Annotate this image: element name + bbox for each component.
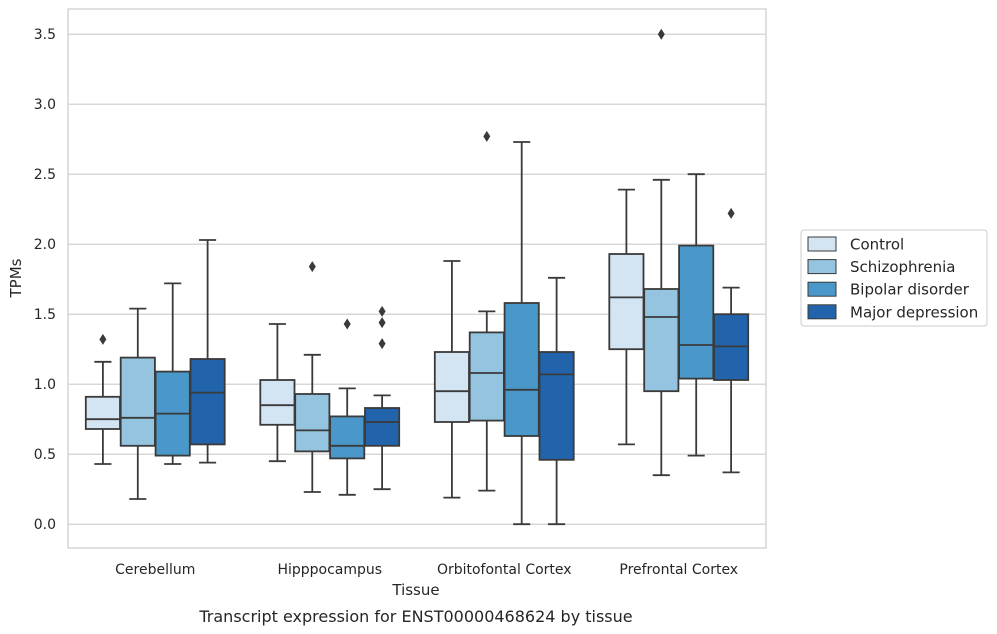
y-tick-label: 2.5 xyxy=(34,167,56,183)
box-schizophrenia xyxy=(294,261,331,493)
box-control xyxy=(433,260,470,499)
box-control xyxy=(259,323,296,463)
box-body xyxy=(608,253,645,351)
box-schizophrenia xyxy=(119,307,156,500)
legend-swatch xyxy=(807,236,837,252)
legend-swatch xyxy=(807,281,837,297)
box-control xyxy=(84,333,121,465)
legend-label: Bipolar disorder xyxy=(850,281,970,299)
chart-caption: Transcript expression for ENST0000046862… xyxy=(198,607,632,626)
box-schizophrenia xyxy=(643,28,680,477)
box-bipolar-disorder xyxy=(503,141,540,526)
box-body xyxy=(364,407,401,447)
legend-label: Major depression xyxy=(850,303,978,321)
box-schizophrenia xyxy=(468,130,505,492)
y-tick-label: 0.5 xyxy=(34,447,56,463)
box-body xyxy=(329,415,366,460)
box-plot-series xyxy=(84,28,750,526)
outlier-point xyxy=(657,28,665,40)
box-body xyxy=(119,356,156,447)
box-bipolar-disorder xyxy=(329,318,366,496)
y-tick-label: 3.5 xyxy=(34,27,56,43)
x-tick-label: Orbitofontal Cortex xyxy=(437,562,572,578)
y-tick-label: 1.5 xyxy=(34,307,56,323)
box-body xyxy=(294,393,331,453)
outlier-point xyxy=(308,261,316,273)
box-body xyxy=(259,379,296,426)
legend-frame xyxy=(800,229,988,327)
box-body xyxy=(678,244,715,380)
x-tick-label: Prefrontal Cortex xyxy=(619,562,738,578)
box-body xyxy=(433,351,470,423)
outlier-point xyxy=(378,305,386,317)
y-tick-label: 1.0 xyxy=(34,377,56,393)
box-major-depression xyxy=(538,276,575,526)
box-control xyxy=(608,188,645,446)
x-axis-label: Tissue xyxy=(391,581,439,599)
legend-swatch xyxy=(807,259,837,275)
y-tick-label: 3.0 xyxy=(34,97,56,113)
box-body xyxy=(503,302,540,437)
x-tick-label: Cerebellum xyxy=(115,562,195,578)
box-body xyxy=(189,358,226,446)
x-tick-labels: Cerebellum Hipppocampus Orbitofontal Corte… xyxy=(115,562,738,578)
legend: Control Schizophrenia Bipolar disorder Majo… xyxy=(800,229,988,327)
outlier-point xyxy=(378,338,386,350)
outlier-point xyxy=(727,207,735,219)
outlier-point xyxy=(343,318,351,330)
x-tick-label: Hipppocampus xyxy=(277,562,382,578)
box-body xyxy=(643,288,680,393)
box-major-depression xyxy=(364,305,401,491)
box-major-depression xyxy=(189,239,226,464)
box-body xyxy=(84,395,121,430)
legend-swatch xyxy=(807,304,837,320)
box-bipolar-disorder xyxy=(678,173,715,457)
outlier-point xyxy=(483,130,491,142)
box-body xyxy=(468,331,505,422)
y-tick-label: 2.0 xyxy=(34,237,56,253)
box-major-depression xyxy=(713,207,750,474)
legend-label: Control xyxy=(850,236,904,254)
legend-label: Schizophrenia xyxy=(850,258,955,276)
y-axis-label: TPMs xyxy=(7,258,25,298)
box-body xyxy=(538,351,575,461)
y-tick-label: 0.0 xyxy=(34,517,56,533)
outlier-point xyxy=(99,333,107,345)
box-bipolar-disorder xyxy=(154,282,191,465)
outlier-point xyxy=(378,317,386,329)
plot-frame xyxy=(67,8,767,549)
y-tick-labels: 0.0 0.5 1.0 1.5 2.0 2.5 3.0 3.5 xyxy=(34,27,56,533)
